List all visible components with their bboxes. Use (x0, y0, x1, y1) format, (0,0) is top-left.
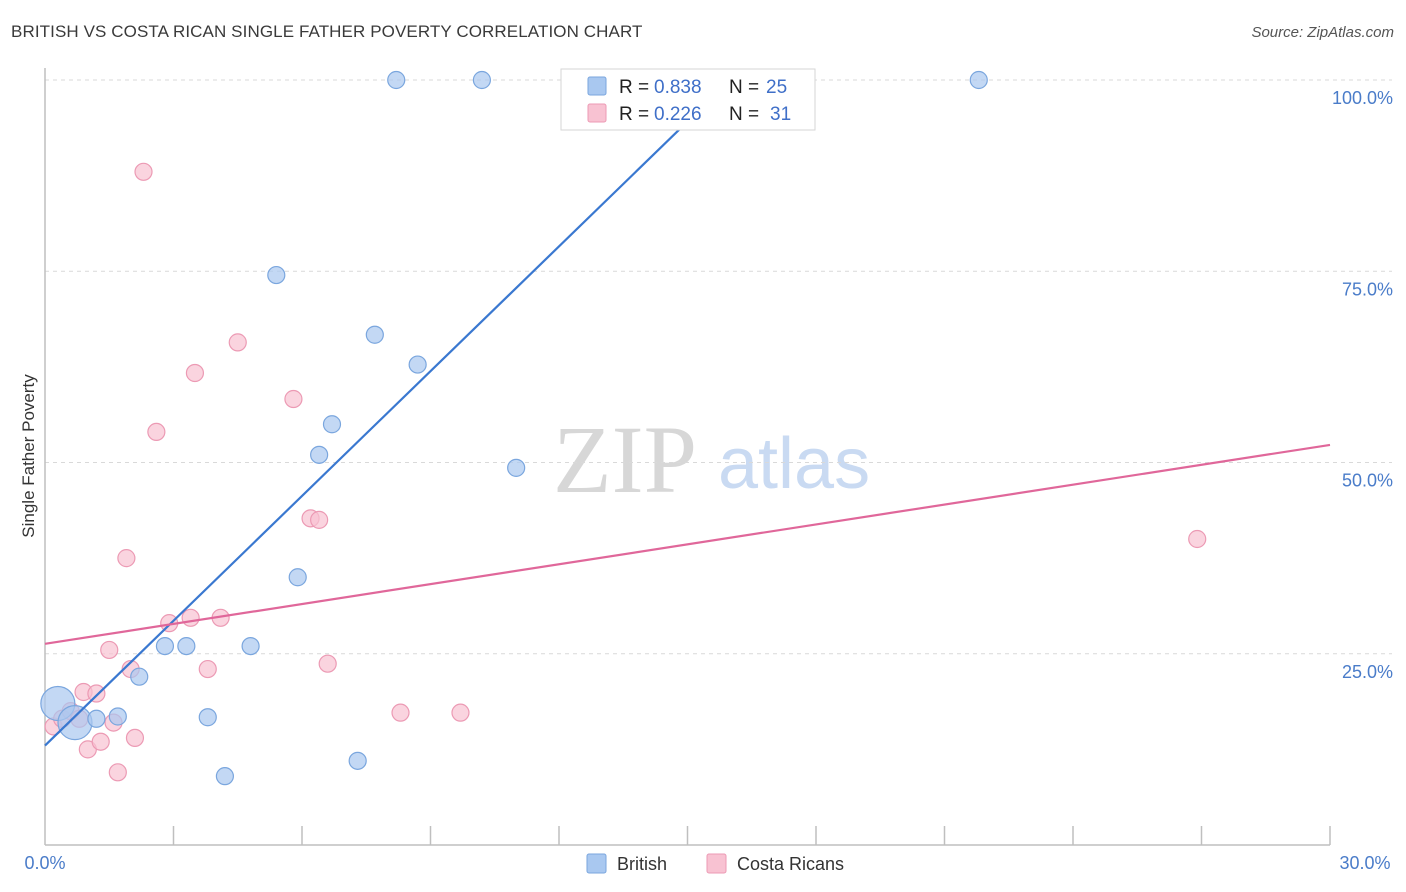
costa-ricans-point (284, 389, 303, 409)
british-point (87, 709, 106, 728)
british-point (348, 751, 367, 770)
legend-n-value-british: 25 (766, 77, 787, 98)
british-trend-line (44, 79, 732, 747)
legend-n-label-british: N = (729, 77, 759, 98)
x-tick-label-max: 30.0% (1339, 853, 1390, 873)
costa-ricans-point (147, 422, 166, 441)
costa-ricans-point (198, 659, 217, 679)
british-point (177, 636, 196, 656)
british-point (408, 355, 427, 374)
y-tick-label: 75.0% (1342, 279, 1393, 299)
british-point (387, 70, 406, 90)
y-tick-label: 100.0% (1332, 88, 1393, 108)
costa-ricans-point (100, 640, 119, 660)
chart-source: Source: ZipAtlas.com (1251, 24, 1394, 41)
chart-title: BRITISH VS COSTA RICAN SINGLE FATHER POV… (11, 22, 643, 41)
y-tick-label: 50.0% (1342, 471, 1393, 491)
costa-ricans-point (108, 763, 127, 782)
series-legend-swatch-british (586, 853, 607, 874)
british-point (365, 325, 384, 344)
legend-swatch-british (587, 76, 607, 96)
series-legend-label-costa-ricans: Costa Ricans (737, 854, 844, 874)
trend-lines (44, 79, 1331, 747)
watermark-atlas: atlas (718, 424, 870, 504)
costa-ricans-trend-line (44, 443, 1331, 645)
british-point (57, 704, 93, 741)
costa-ricans-point (134, 162, 153, 181)
series-legend: British Costa Ricans (586, 853, 844, 874)
x-axis-ticks (172, 826, 1331, 845)
british-point (267, 265, 286, 285)
legend-n-value-costa-ricans: 31 (770, 104, 791, 125)
british-point (310, 445, 329, 464)
costa-ricans-point (1188, 529, 1207, 549)
costa-ricans-point (91, 732, 110, 751)
british-point (322, 415, 342, 434)
costa-ricans-point (310, 510, 329, 529)
british-point (288, 568, 307, 587)
costa-ricans-point (125, 728, 145, 748)
legend-r-value-costa-ricans: 0.226 (654, 104, 702, 125)
costa-ricans-point (228, 333, 247, 352)
stats-legend: R = 0.838 N = 25 R = 0.226 N = 31 (560, 68, 816, 131)
costa-ricans-point (391, 703, 410, 722)
costa-ricans-point (87, 684, 106, 703)
costa-ricans-point (318, 654, 337, 673)
y-tick-labels: 25.0% 50.0% 75.0% 100.0% (1332, 88, 1393, 682)
british-point (155, 636, 175, 656)
legend-r-label-british: R = (619, 77, 649, 98)
x-tick-label-min: 0.0% (24, 853, 65, 873)
costa-ricans-point (451, 703, 470, 722)
british-point (969, 70, 988, 90)
legend-r-label-costa-ricans: R = (619, 104, 649, 125)
y-tick-label: 25.0% (1342, 662, 1393, 682)
series-legend-label-british: British (617, 854, 667, 874)
british-point (198, 708, 217, 727)
grid-lines (45, 79, 1392, 655)
british-point (507, 458, 526, 477)
british-point (215, 767, 234, 786)
costa-ricans-point (185, 363, 205, 383)
legend-swatch-costa-ricans (587, 103, 607, 123)
british-point (472, 70, 491, 90)
costa-ricans-point (181, 608, 200, 627)
series-legend-swatch-costa-ricans (706, 853, 727, 874)
british-point (241, 636, 260, 656)
costa-ricans-point (117, 549, 136, 568)
legend-n-label-costa-ricans: N = (729, 104, 759, 125)
british-point (108, 707, 127, 726)
british-point (130, 667, 149, 686)
watermark-zip: ZIP (553, 406, 697, 513)
y-axis-label: Single Father Poverty (19, 374, 38, 538)
legend-r-value-british: 0.838 (654, 77, 702, 98)
